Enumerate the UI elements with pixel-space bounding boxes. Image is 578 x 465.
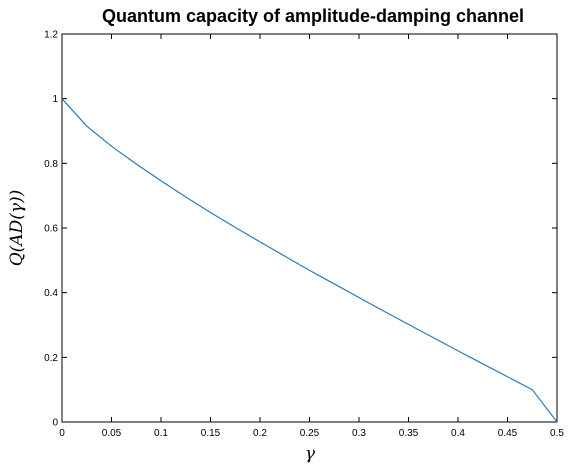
x-tick-label: 0.25 [300, 428, 320, 439]
series-line [61, 98, 558, 423]
x-tick-label: 0.45 [498, 428, 518, 439]
y-tick-label: 1 [52, 94, 58, 105]
x-tick-label: 0 [59, 428, 65, 439]
x-tick-label: 0.4 [451, 428, 465, 439]
y-tick-label: 0.6 [44, 224, 58, 235]
y-tick-label: 0.4 [44, 288, 58, 299]
x-tick-label: 0.05 [102, 428, 122, 439]
y-axis-label: Q(AD(γ)) [7, 190, 27, 267]
y-tick-label: 0.8 [44, 159, 58, 170]
y-tick-label: 0.2 [44, 353, 58, 364]
x-tick-label: 0.2 [253, 428, 267, 439]
x-tick-label: 0.1 [154, 428, 168, 439]
y-tick-label: 1.2 [44, 30, 58, 41]
x-tick-label: 0.3 [352, 428, 366, 439]
ticks: 0 0.05 0.1 0.15 0.2 0.25 0.3 0.35 0.4 0.45 0.5 0 0.2… [44, 30, 564, 440]
y-tick-label: 0 [52, 418, 58, 429]
x-tick-label: 0.5 [550, 428, 564, 439]
x-axis-label: γ [305, 444, 316, 464]
x-tick-label: 0.35 [399, 428, 419, 439]
chart-title: Quantum capacity of amplitude-damping ch… [102, 6, 524, 26]
x-tick-label: 0.15 [201, 428, 221, 439]
